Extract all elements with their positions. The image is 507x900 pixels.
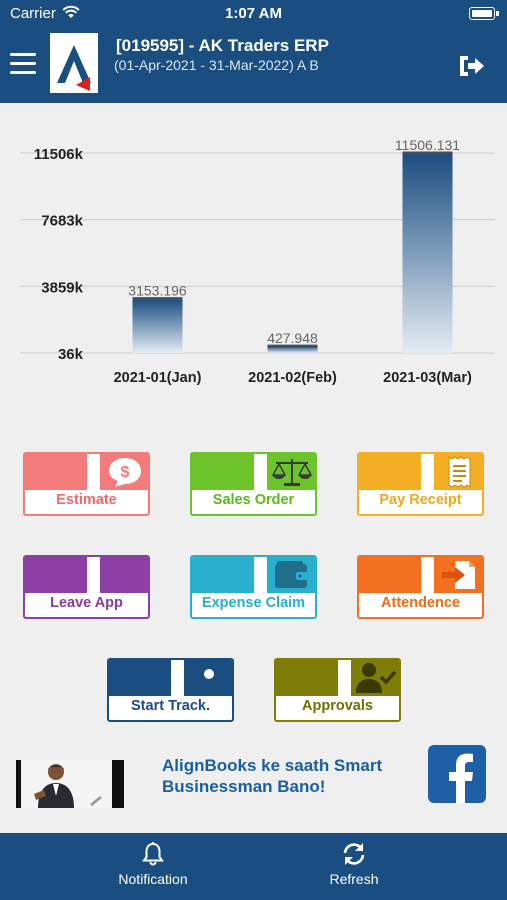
bar [402,152,453,353]
category-label: 2021-01(Jan) [114,370,202,386]
refresh-label: Refresh [329,871,379,887]
bar [132,298,183,353]
sales-order-button[interactable]: Sales Order [190,452,317,516]
status-bar: Carrier 1:07 AM [0,0,507,28]
attendence-label: Attendence [381,595,460,611]
bar-value-label: 3153.196 [128,283,187,299]
sales-order-label: Sales Order [212,492,295,508]
y-tick-label: 11506k [34,146,84,163]
promo-line-2: Businessman Bano! [162,777,326,796]
app-logo [50,33,98,93]
scales-icon [267,454,315,490]
promo-text: AlignBooks ke saath Smart Businessman Ba… [162,755,412,797]
company-title: [019595] - AK Traders ERP [116,36,329,55]
coffee-cup-icon [100,557,148,593]
wallet-icon [267,557,315,593]
y-tick-label: 7683k [41,213,83,230]
leave-app-label: Leave App [50,595,123,611]
pay-receipt-button[interactable]: Pay Receipt [357,452,484,516]
app-header: [019595] - AK Traders ERP (01-Apr-2021 -… [0,28,507,103]
bar-value-label: 11506.131 [395,137,460,153]
notification-label: Notification [118,871,188,887]
expense-claim-button[interactable]: Expense Claim [190,555,317,619]
map-pin-icon [184,660,232,696]
approvals-label: Approvals [302,698,373,714]
estimate-button[interactable]: $ Estimate [23,452,150,516]
svg-text:$: $ [121,464,130,481]
pay-receipt-label: Pay Receipt [379,492,462,508]
logout-icon[interactable] [457,53,487,79]
start-track-button[interactable]: Start Track. [107,658,234,722]
bell-icon [142,842,164,866]
promo-line-1: AlignBooks ke saath Smart [162,756,383,775]
facebook-icon[interactable] [428,745,486,803]
battery-icon [469,7,495,20]
notification-tab[interactable]: Notification [93,841,213,887]
clock: 1:07 AM [225,5,282,22]
wifi-icon [62,5,80,18]
category-label: 2021-02(Feb) [248,370,337,386]
bottom-nav: Notification Refresh [0,833,507,900]
dollar-bubble-icon: $ [100,454,148,490]
battery-cap [496,11,499,16]
refresh-icon [343,843,365,865]
approvals-button[interactable]: Approvals [274,658,401,722]
user-check-icon [351,660,399,696]
refresh-tab[interactable]: Refresh [294,841,414,887]
menu-icon[interactable] [10,53,36,75]
carrier-label: Carrier [10,5,56,22]
bar [267,346,318,353]
leave-app-button[interactable]: Leave App [23,555,150,619]
start-track-label: Start Track. [131,698,210,714]
expense-claim-label: Expense Claim [201,595,306,611]
financial-period: (01-Apr-2021 - 31-Mar-2022) A B [114,57,319,73]
attendence-button[interactable]: Attendence [357,555,484,619]
promo-image[interactable] [16,760,124,808]
monthly-sales-chart: 36k 3859k 7683k 11506k 3153.196 2021-01(Jan) 4… [20,137,495,386]
y-tick-label: 36k [58,346,84,363]
bar-value-label: 427.948 [267,330,318,346]
receipt-icon [434,454,482,490]
estimate-label: Estimate [56,492,117,508]
sign-in-icon [434,557,482,593]
y-tick-label: 3859k [41,279,83,296]
category-label: 2021-03(Mar) [383,370,472,386]
